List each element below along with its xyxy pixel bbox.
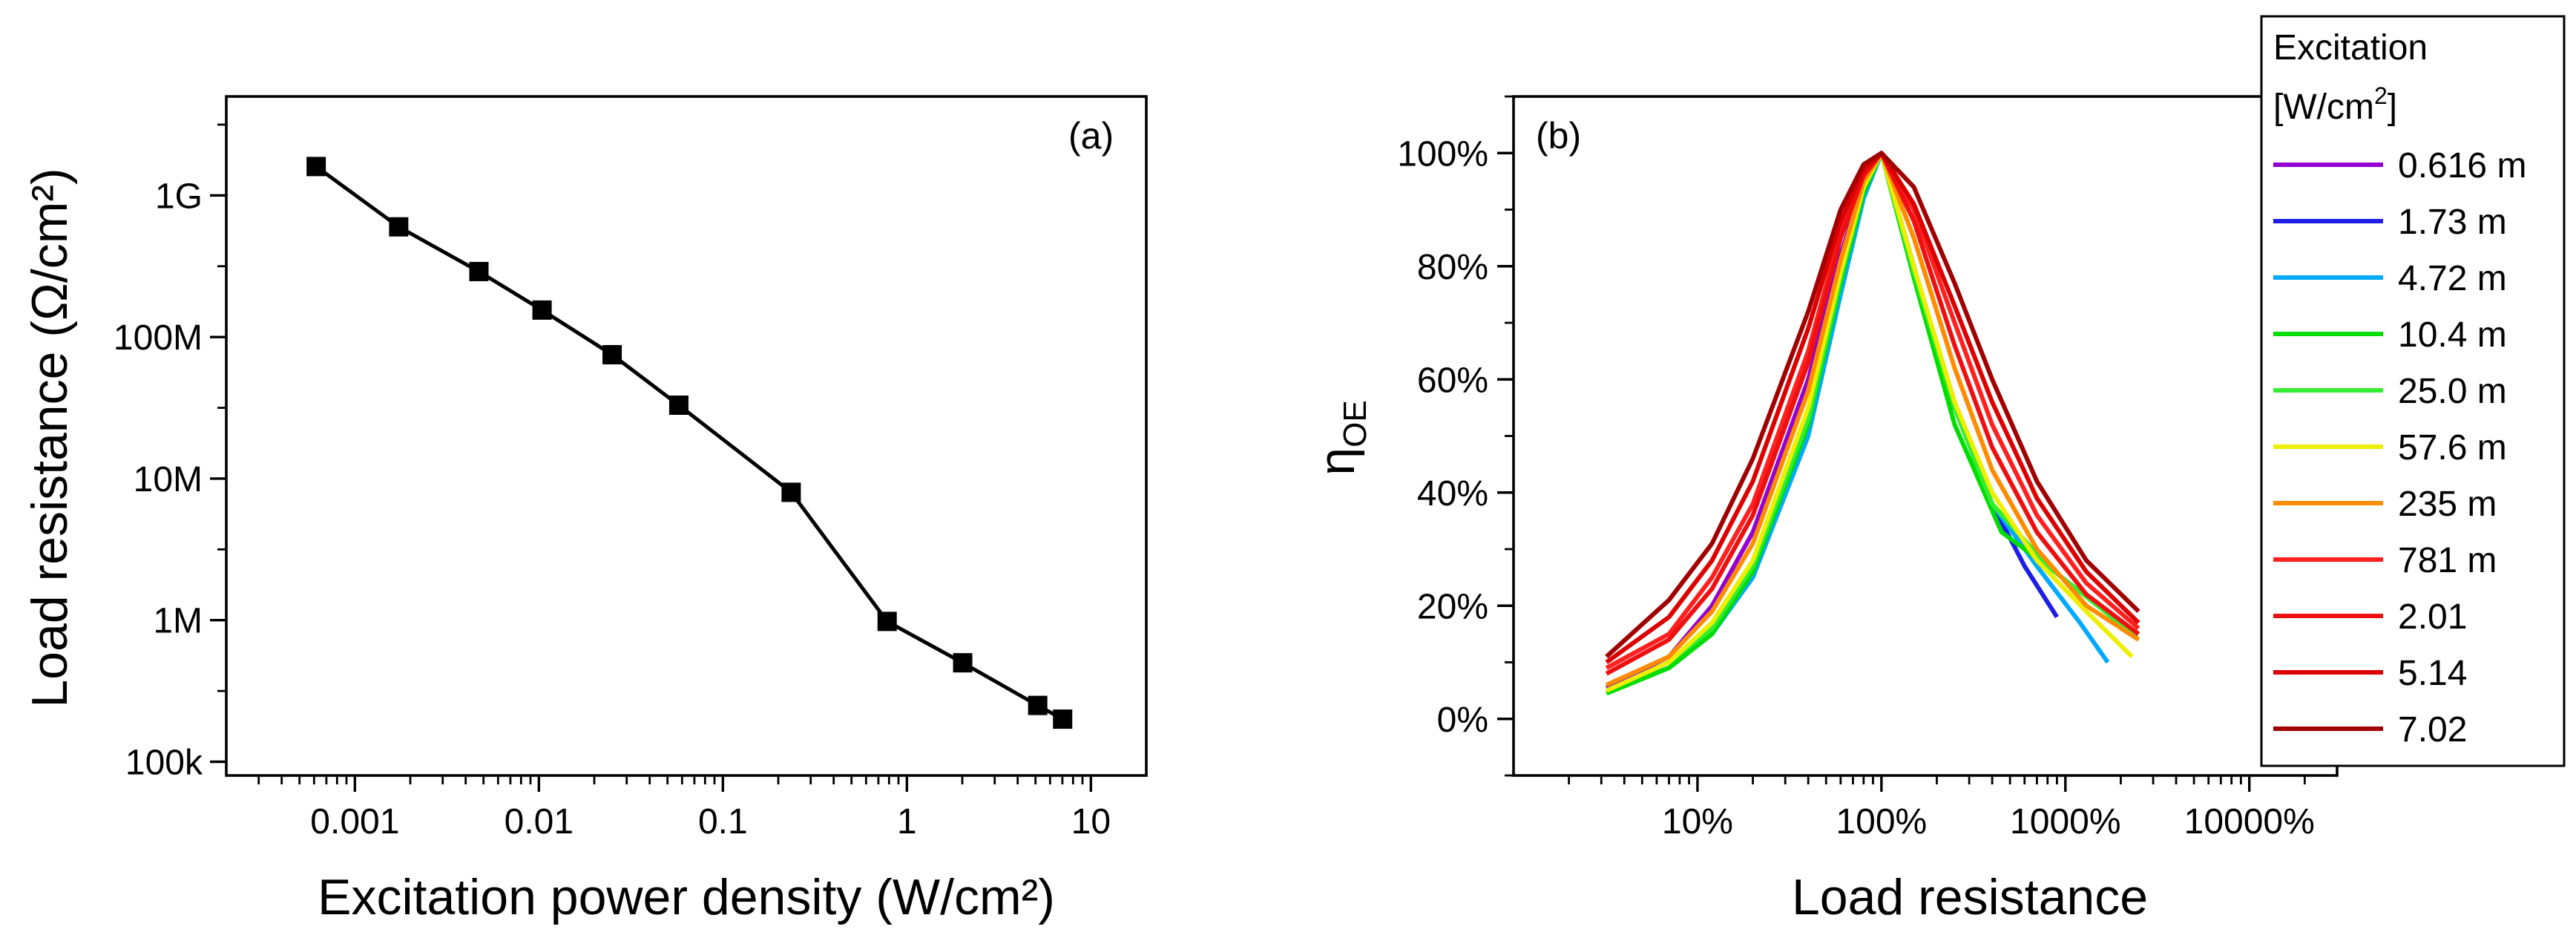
- legend-label: 57.6 m: [2398, 428, 2507, 468]
- panel-b-label: (b): [1536, 115, 1581, 157]
- panel-b-x-axis-title: Load resistance: [1792, 869, 2148, 925]
- panel-b-x-ticks: 10% 100% 1000% 10000%: [1568, 775, 2315, 842]
- panel-b-x-tick-label: 100%: [1836, 802, 1927, 842]
- legend-label: 0.616 m: [2398, 146, 2526, 186]
- panel-a-data-point: [668, 396, 689, 416]
- legend-label: 25.0 m: [2398, 372, 2507, 411]
- panel-a-data-point: [1053, 709, 1073, 729]
- legend-items: 0.616 m 1.73 m 4.72 m 10.4 m 25.0 m 57.6 m 235…: [2273, 146, 2526, 750]
- panel-b-y-tick-label: 20%: [1417, 587, 1488, 626]
- panel-a-y-ticks: 100k 1M 10M 100M 1G: [114, 123, 226, 783]
- panel-a-data-point: [953, 653, 973, 673]
- panel-b-y-axis-symbol: ηOE: [1309, 400, 1373, 475]
- panel-b-x-tick-label: 10000%: [2184, 802, 2315, 842]
- panel-a-chart: 0.001 0.01 0.1 1 10 100k 1M 10M 100M 1G (a) Exci…: [22, 95, 1148, 925]
- panel-b-y-ticks: 0% 20% 40% 60% 80% 100%: [1397, 95, 1514, 777]
- panel-a-y-tick-label: 100k: [125, 744, 203, 783]
- panel-a-x-tick-label: 0.001: [310, 802, 399, 842]
- panel-b-x-tick-label: 1000%: [2010, 802, 2120, 842]
- legend-label: 235 m: [2398, 485, 2497, 524]
- legend-label: 7.02: [2398, 710, 2467, 750]
- panel-b-series-4-72-m: [1606, 151, 2110, 693]
- panel-a-x-tick-label: 1: [897, 802, 917, 842]
- legend-label: 1.73 m: [2398, 203, 2507, 242]
- panel-a-x-axis-title: Excitation power density (W/cm²): [318, 869, 1055, 925]
- panel-a-data-point: [532, 300, 552, 320]
- panel-b-y-tick-label: 40%: [1417, 474, 1488, 514]
- panel-b-legend: Excitation [W/cm2] 0.616 m 1.73 m 4.72 m 10…: [2260, 15, 2566, 767]
- panel-a-series: [306, 157, 1073, 729]
- legend-label: 781 m: [2398, 541, 2497, 580]
- panel-b-y-tick-label: 60%: [1417, 361, 1488, 400]
- panel-a-x-ticks: 0.001 0.01 0.1 1 10: [257, 775, 1111, 842]
- panel-a-label: (a): [1068, 115, 1114, 157]
- legend-label: 2.01: [2398, 597, 2467, 637]
- panel-a-data-point: [389, 217, 409, 237]
- panel-a-y-tick-label: 1G: [155, 177, 203, 216]
- legend-title-line2: [W/cm2]: [2273, 82, 2397, 127]
- panel-a-data-point: [1028, 695, 1048, 715]
- panel-a-x-tick-label: 0.01: [505, 802, 574, 842]
- panel-a-y-tick-label: 1M: [153, 602, 203, 641]
- panel-b-x-tick-label: 10%: [1662, 802, 1733, 842]
- legend-label: 5.14: [2398, 654, 2467, 693]
- panel-b-series-5-14: [1605, 151, 2140, 664]
- panel-b-series-235-m: [1606, 151, 2140, 687]
- legend-title-line1: Excitation: [2273, 28, 2428, 68]
- panel-a-data-point: [877, 611, 897, 632]
- panel-b-series-7-02: [1605, 151, 2140, 659]
- legend-label: 4.72 m: [2398, 259, 2507, 298]
- panel-b-y-tick-label: 80%: [1417, 248, 1488, 287]
- panel-b-y-axis-title: ηOE: [1309, 400, 1373, 475]
- panel-a-series-line: [315, 165, 1064, 721]
- panel-a-data-point: [602, 344, 622, 364]
- panel-b-y-tick-label: 100%: [1397, 134, 1488, 174]
- panel-b-series: [1605, 151, 2140, 696]
- panel-a-x-tick-label: 0.1: [698, 802, 748, 842]
- panel-a-data-point: [469, 261, 489, 281]
- panel-a-frame: [225, 95, 1148, 777]
- panel-a-data-point: [306, 157, 326, 177]
- panel-b-y-axis-subscript: OE: [1337, 400, 1373, 447]
- panel-b-y-tick-label: 0%: [1437, 701, 1488, 740]
- panel-a-y-tick-label: 10M: [134, 460, 203, 499]
- legend-label: 10.4 m: [2398, 315, 2507, 355]
- panel-b-chart: 10% 100% 1000% 10000% 0% 20% 40% 60% 80% 100% (b…: [1309, 15, 2566, 925]
- panel-a-data-point: [781, 482, 801, 502]
- panel-a-y-axis-title: Load resistance (Ω/cm²): [22, 168, 78, 707]
- panel-a-x-tick-label: 10: [1071, 802, 1111, 842]
- panel-a-y-tick-label: 100M: [114, 318, 203, 358]
